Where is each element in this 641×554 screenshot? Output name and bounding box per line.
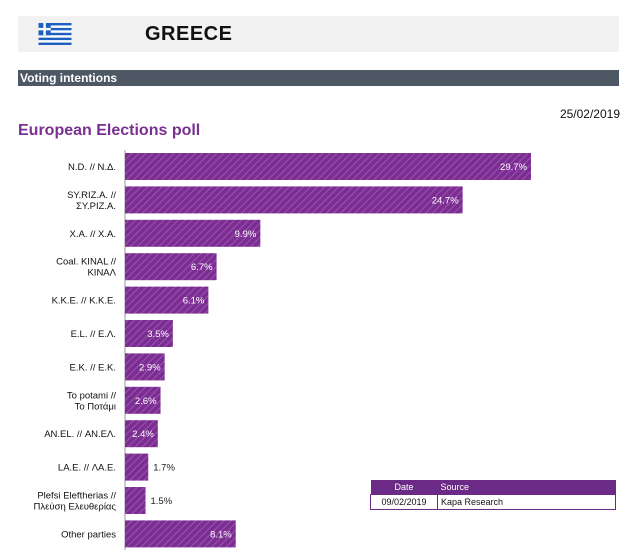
bar (125, 386, 161, 414)
greece-flag-icon (38, 23, 72, 45)
data-label: 8.1% (210, 529, 232, 540)
category-label: K.K.E. // Κ.Κ.Ε. (52, 296, 116, 307)
category-label: X.A. // Χ.Α. (70, 229, 116, 240)
bar (125, 219, 261, 247)
bar (125, 453, 149, 481)
country-header: GREECE (18, 16, 619, 52)
data-label: 2.9% (139, 362, 161, 373)
category-label: LA.E. // ΛΑ.Ε. (58, 463, 116, 474)
data-label: 6.1% (183, 296, 205, 307)
source-name-cell: Kapa Research (437, 494, 616, 510)
country-name: GREECE (145, 23, 233, 45)
bar (125, 420, 158, 448)
data-label: 3.5% (147, 329, 169, 340)
source-table: Date Source 09/02/2019 Kapa Research (370, 480, 616, 510)
chart-title: European Elections poll (18, 122, 201, 139)
section-title: Voting intentions (18, 70, 619, 86)
data-label: 2.4% (132, 429, 154, 440)
category-label: Other parties (61, 529, 116, 540)
category-label: SY.RIZ.A. //ΣΥ.ΡΙΖ.Α. (67, 190, 116, 212)
data-label: 1.7% (153, 463, 175, 474)
category-label: AN.EL. // ΑΝ.ΕΛ. (44, 429, 116, 440)
bar (125, 487, 146, 514)
source-date-cell: 09/02/2019 (370, 494, 438, 510)
bar (125, 253, 217, 281)
category-label: Coal. KINAL //ΚΙΝΑΛ (56, 257, 116, 279)
source-table-header-date: Date (370, 480, 438, 495)
bar (125, 186, 463, 214)
data-label: 2.6% (135, 396, 157, 407)
data-label: 6.7% (191, 262, 213, 273)
bar (125, 320, 173, 347)
category-label: E.K. // Ε.Κ. (70, 362, 116, 373)
bar (125, 286, 209, 314)
bar-chart: N.D. // Ν.Δ. 29.7% SY.RIZ.A. //ΣΥ.ΡΙΖ.Α. 24… (34, 150, 531, 550)
data-label: 1.5% (151, 496, 173, 507)
report-date: 25/02/2019 (559, 107, 620, 121)
data-label: 29.7% (500, 162, 527, 173)
category-label: N.D. // Ν.Δ. (68, 162, 116, 173)
bar (125, 520, 236, 548)
bar (125, 153, 531, 180)
source-table-header-source: Source (437, 480, 616, 495)
category-label: E.L. // Ε.Λ. (71, 329, 116, 340)
table-row: 09/02/2019 Kapa Research (370, 494, 616, 510)
data-label: 9.9% (235, 229, 257, 240)
category-label: To potami //Το Ποτάμι (67, 390, 116, 412)
bar (125, 353, 165, 381)
data-label: 24.7% (432, 195, 459, 206)
category-label: Plefsi Eleftherias //Πλεύση Ελευθερίας (34, 491, 117, 513)
